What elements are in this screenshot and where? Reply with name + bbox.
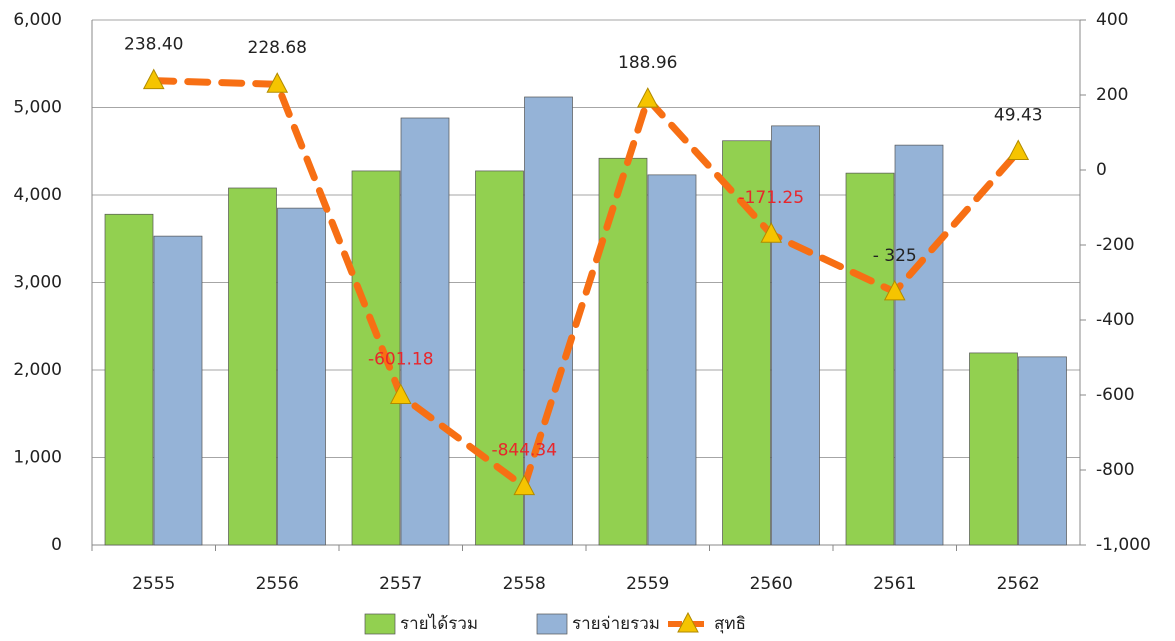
bar <box>228 187 277 546</box>
data-label: 228.68 <box>248 38 307 58</box>
marker <box>760 222 783 243</box>
x-tick-label: 2562 <box>997 574 1040 594</box>
x-tick-label: 2561 <box>873 574 916 594</box>
y-tick-label: 1,000 <box>13 448 62 468</box>
data-label: -171.25 <box>738 188 804 208</box>
y2-tick-label: -1,000 <box>1096 535 1151 555</box>
legend-swatch <box>364 613 396 635</box>
y2-tick-label: -400 <box>1096 310 1135 330</box>
marker <box>883 279 906 301</box>
line <box>150 77 1022 493</box>
y-tick-label: 5,000 <box>13 98 62 118</box>
marker <box>389 383 412 404</box>
bar <box>894 144 944 546</box>
marker <box>142 68 165 90</box>
marker <box>636 87 659 108</box>
y-tick-label: 4,000 <box>13 185 62 205</box>
legend-swatch <box>536 613 568 635</box>
bar <box>104 213 154 546</box>
bar <box>524 96 573 546</box>
data-label: 238.40 <box>124 35 183 55</box>
x-tick-label: 2560 <box>750 574 793 594</box>
x-tick-label: 2557 <box>379 574 422 594</box>
bar <box>277 207 326 546</box>
bar <box>845 172 895 546</box>
y-tick-label: 3,000 <box>13 273 62 293</box>
data-label: -844.34 <box>491 441 557 461</box>
y-tick-label: 2,000 <box>13 360 62 380</box>
y2-tick-label: -800 <box>1096 460 1135 480</box>
data-label: 188.96 <box>618 53 677 73</box>
x-tick-label: 2559 <box>626 574 669 594</box>
bar <box>351 170 401 546</box>
bar <box>771 125 820 546</box>
y2-tick-label: 400 <box>1096 10 1128 30</box>
bar <box>1018 356 1067 546</box>
bar <box>400 117 450 546</box>
marker <box>1007 139 1030 160</box>
marker <box>266 72 289 93</box>
y-tick-label: 6,000 <box>13 10 62 30</box>
y2-tick-label: 200 <box>1096 85 1128 105</box>
y-tick-label: 0 <box>51 535 62 555</box>
bar <box>647 174 697 546</box>
legend-label: รายจ่ายรวม <box>572 614 660 634</box>
legend-marker <box>677 611 699 633</box>
legend-label: สุทธิ <box>714 614 746 634</box>
y2-tick-label: -600 <box>1096 385 1135 405</box>
x-tick-label: 2556 <box>256 574 299 594</box>
bar <box>153 235 203 546</box>
x-tick-label: 2558 <box>503 574 546 594</box>
marker <box>513 474 536 496</box>
x-tick-label: 2555 <box>132 574 175 594</box>
bar <box>598 157 648 546</box>
y2-tick-label: 0 <box>1096 160 1107 180</box>
bar <box>969 352 1018 546</box>
data-label: -601.18 <box>368 349 434 369</box>
y2-tick-label: -200 <box>1096 235 1135 255</box>
bar <box>475 170 524 546</box>
data-label: 49.43 <box>994 105 1043 125</box>
data-label: - 325 <box>873 246 917 266</box>
legend-label: รายได้รวม <box>400 613 478 634</box>
